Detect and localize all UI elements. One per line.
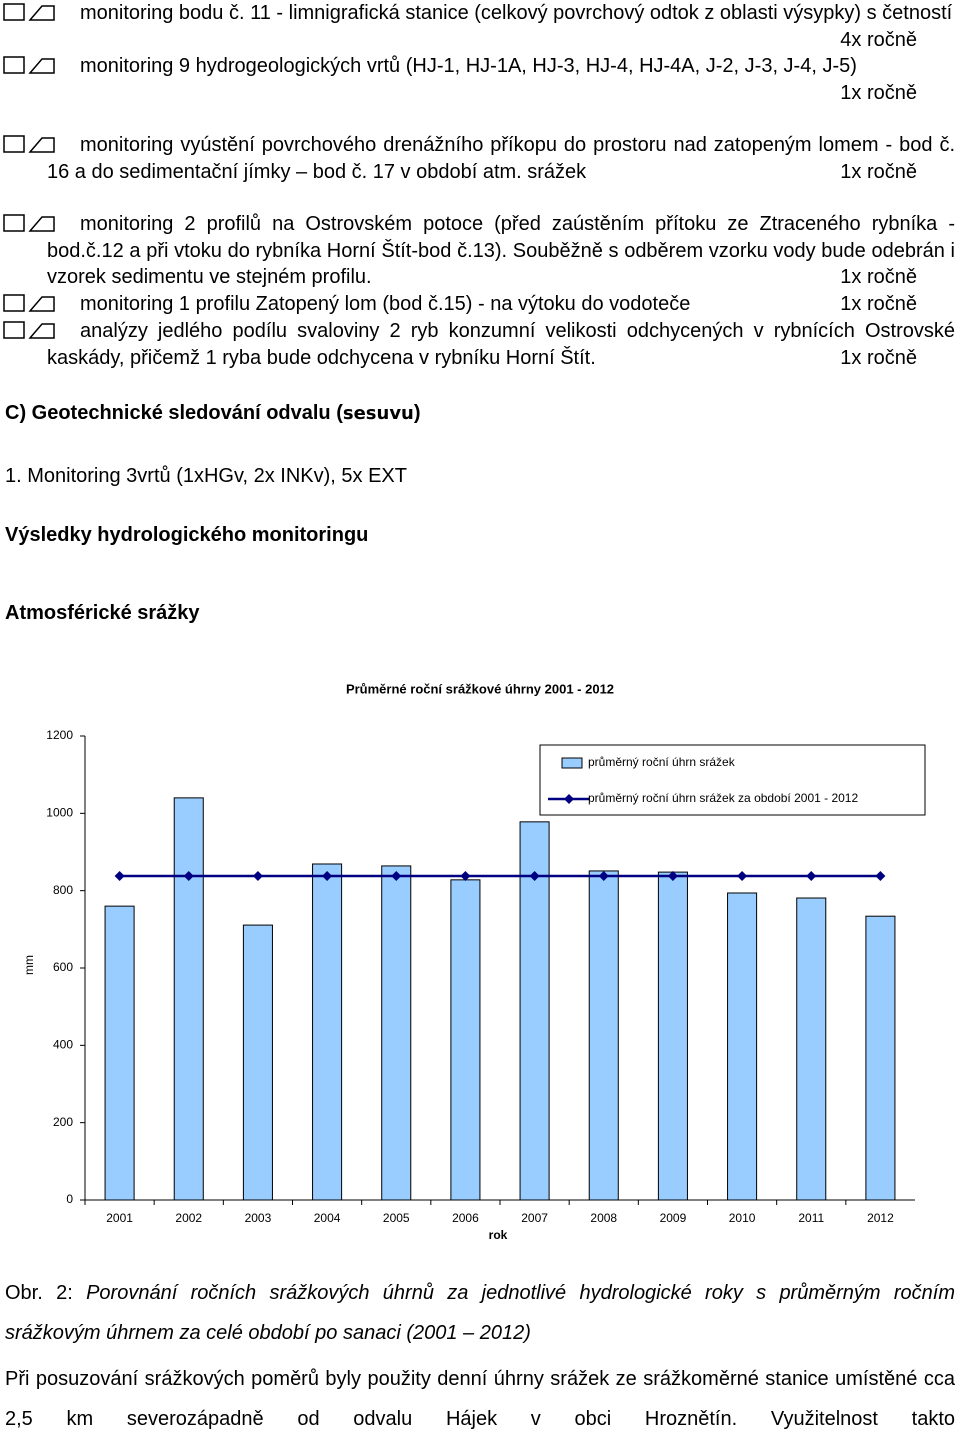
bar (242, 924, 273, 1201)
y-tick-label: 400 (53, 1038, 73, 1052)
legend-marker (564, 794, 574, 804)
y-tick-label: 200 (53, 1115, 73, 1129)
marker (183, 870, 194, 881)
x-tick-label: 2008 (590, 1211, 617, 1225)
paragraph: Při posuzování srážkových poměrů byly po… (5, 1368, 955, 1430)
bar (865, 915, 896, 1201)
list-item: analýzy jedlého podílu svaloviny 2 ryb k… (47, 318, 955, 371)
x-tick-label: 2012 (867, 1211, 894, 1225)
item-text: analýzy jedlého podílu svaloviny 2 ryb k… (47, 320, 955, 369)
marker (391, 870, 402, 881)
item-frequency: 1x ročně (840, 266, 917, 288)
bar (588, 870, 619, 1201)
y-axis-label: mm (22, 955, 36, 975)
chart-title: Průměrné roční srážkové úhrny 2001 - 201… (346, 681, 614, 696)
subheading: Atmosférické srážky (5, 602, 200, 624)
x-tick-label: 2009 (660, 1211, 687, 1225)
marker (529, 870, 540, 881)
bar (727, 892, 758, 1201)
x-tick-label: 2010 (729, 1211, 756, 1225)
y-tick-label: 1200 (46, 728, 73, 742)
bar (173, 797, 204, 1201)
x-tick-label: 2002 (175, 1211, 202, 1225)
marker (252, 870, 263, 881)
marker (114, 870, 125, 881)
x-tick-label: 2001 (106, 1211, 133, 1225)
list-item: monitoring 1 profilu Zatopený lom (bod č… (47, 291, 955, 318)
caption-text: Porovnání ročních srážkových úhrnů za je… (5, 1282, 955, 1344)
heading-text: C) Geotechnické sledování odvalu ( (5, 402, 343, 424)
heading-text: sesuvu (342, 403, 414, 424)
legend-swatch (561, 757, 583, 769)
list-item: monitoring bodu č. 11 - limnigrafická st… (47, 0, 955, 53)
bar (381, 865, 412, 1201)
legend-label: průměrný roční úhrn srážek za období 200… (588, 791, 858, 805)
item-frequency: 4x ročně (840, 28, 917, 51)
marker (806, 870, 817, 881)
caption-label: Obr. 2: (5, 1282, 73, 1304)
x-tick-label: 2004 (314, 1211, 341, 1225)
heading-text: ) (413, 402, 421, 424)
y-tick-label: 600 (53, 960, 73, 974)
item-frequency: 1x ročně (840, 81, 917, 104)
x-tick-label: 2005 (383, 1211, 410, 1225)
x-tick-label: 2003 (245, 1211, 272, 1225)
bar (657, 871, 688, 1201)
marker (322, 870, 333, 881)
list-item: monitoring 2 profilů na Ostrovském potoc… (47, 211, 955, 291)
marker (667, 870, 678, 881)
item-frequency: 1x ročně (840, 160, 917, 183)
item-text: monitoring 1 profilu Zatopený lom (bod č… (80, 293, 691, 315)
marker (737, 870, 748, 881)
heading: Výsledky hydrologického monitoringu (5, 524, 369, 546)
section-heading: C) Geotechnické sledování odvalu (sesuvu… (5, 400, 421, 427)
item-frequency: 1x ročně (840, 346, 917, 369)
bar (519, 821, 550, 1201)
x-tick-label: 2007 (521, 1211, 548, 1225)
chart: Průměrné roční srážkové úhrny 2001 - 201… (22, 681, 926, 1242)
item-text: monitoring bodu č. 11 - limnigrafická st… (80, 2, 953, 24)
item-frequency: 1x ročně (840, 293, 917, 315)
y-tick-label: 800 (53, 883, 73, 897)
y-tick-label: 0 (66, 1192, 73, 1206)
bar (450, 879, 481, 1201)
list-item: monitoring 9 hydrogeologických vrtů (HJ-… (47, 53, 955, 106)
marker (875, 870, 886, 881)
section-item: 1. Monitoring 3vrtů (1xHGv, 2x INKv), 5x… (5, 465, 407, 487)
list-item: monitoring vyústění povrchového drenážní… (47, 132, 955, 185)
bar (104, 905, 135, 1201)
x-tick-label: 2006 (452, 1211, 479, 1225)
item-text: monitoring vyústění povrchového drenážní… (47, 134, 955, 183)
x-tick-label: 2011 (798, 1211, 824, 1225)
legend-label: průměrný roční úhrn srážek (588, 755, 736, 769)
y-tick-label: 1000 (46, 806, 73, 820)
item-text: monitoring 9 hydrogeologických vrtů (HJ-… (80, 55, 857, 77)
marker (460, 870, 471, 881)
bar (312, 863, 343, 1201)
bar (796, 897, 827, 1201)
bullet-icons (3, 3, 55, 339)
x-axis-label: rok (489, 1228, 508, 1242)
figure-caption: Obr. 2: Porovnání ročních srážkových úhr… (5, 1273, 955, 1353)
legend-box (539, 744, 926, 816)
item-text: monitoring 2 profilů na Ostrovském potoc… (47, 213, 955, 288)
marker (598, 870, 609, 881)
